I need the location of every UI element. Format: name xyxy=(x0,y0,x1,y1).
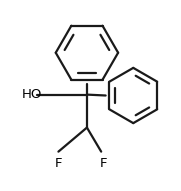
Text: HO: HO xyxy=(22,88,42,101)
Text: F: F xyxy=(55,157,62,170)
Text: F: F xyxy=(100,157,108,170)
